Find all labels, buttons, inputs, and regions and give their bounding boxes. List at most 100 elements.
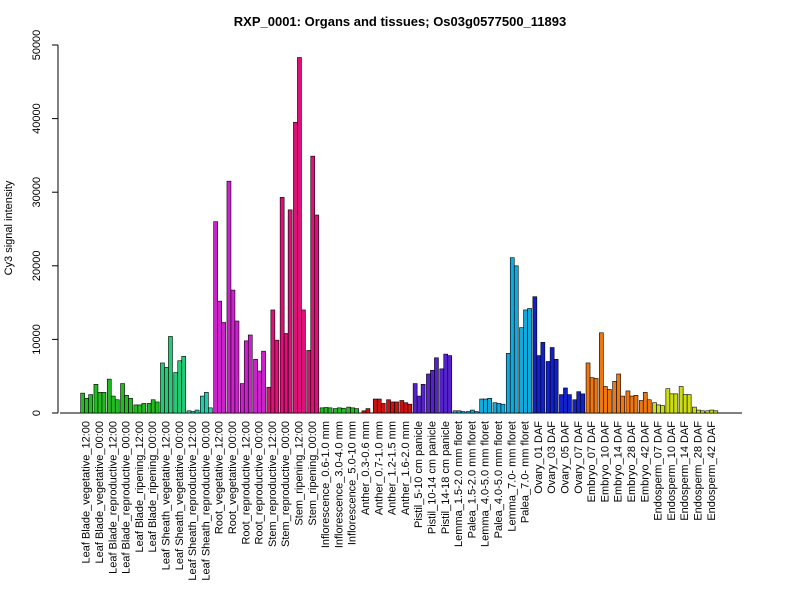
bar bbox=[283, 333, 289, 414]
bar bbox=[447, 355, 453, 414]
x-tick-label: Embryo_14 DAF bbox=[613, 421, 625, 503]
x-tick-label: Ovary_01 DAF bbox=[533, 421, 545, 494]
bar bbox=[705, 410, 711, 414]
x-tick-label: Leaf Blade_ripening_12:00 bbox=[134, 421, 146, 553]
bar bbox=[208, 407, 213, 414]
bar bbox=[612, 381, 617, 414]
x-tick-label: Lemma_1.5-2.0 mm floret bbox=[453, 421, 465, 547]
bar bbox=[128, 397, 133, 414]
bar bbox=[669, 393, 675, 414]
x-tick-label: Embryo_10 DAF bbox=[599, 421, 611, 503]
bar bbox=[509, 257, 515, 414]
bar bbox=[186, 410, 192, 414]
x-tick-label: Pistil_14-18 cm panicle bbox=[440, 421, 452, 534]
bar bbox=[642, 392, 648, 414]
bar bbox=[337, 407, 342, 414]
y-tick-label: 50000 bbox=[31, 30, 43, 61]
bar bbox=[474, 411, 479, 414]
x-tick-label: Pistil_10-14 cm panicle bbox=[426, 421, 438, 534]
y-tick-label: 20000 bbox=[31, 251, 43, 282]
bar bbox=[146, 403, 152, 414]
bar bbox=[279, 197, 285, 414]
bar bbox=[164, 367, 169, 414]
bar bbox=[403, 402, 409, 414]
x-tick-label: Root_reproductive_00:00 bbox=[254, 421, 266, 545]
bar bbox=[88, 394, 93, 414]
bar bbox=[380, 403, 386, 414]
x-tick-label: Endosperm_14 DAF bbox=[679, 421, 691, 521]
x-tick-label: Endosperm_28 DAF bbox=[692, 421, 704, 521]
y-axis-ticks: 0 10000 20000 30000 40000 50000 bbox=[31, 30, 58, 416]
bar bbox=[527, 308, 532, 414]
x-tick-label: Root_vegetative_12:00 bbox=[214, 421, 226, 534]
bar bbox=[341, 407, 346, 414]
bar bbox=[270, 309, 276, 414]
x-tick-label: Palea_7.0- mm floret bbox=[520, 421, 532, 523]
bar bbox=[124, 395, 129, 414]
bar bbox=[692, 406, 697, 414]
x-tick-label: Anther_1.2-1.5 mm bbox=[387, 421, 399, 515]
bar bbox=[466, 411, 471, 414]
bar bbox=[333, 408, 338, 414]
bar bbox=[513, 265, 519, 414]
bar bbox=[412, 383, 418, 414]
bar bbox=[110, 395, 116, 414]
bar bbox=[496, 403, 502, 414]
bar bbox=[346, 406, 351, 414]
bar bbox=[519, 327, 524, 414]
bar bbox=[137, 404, 143, 414]
bar bbox=[585, 362, 591, 414]
bar bbox=[483, 398, 488, 414]
bar bbox=[376, 398, 382, 414]
bar bbox=[479, 398, 484, 414]
x-tick-label: Lemma_7.0- mm floret bbox=[506, 421, 518, 532]
bar bbox=[487, 397, 492, 414]
bar bbox=[365, 408, 371, 414]
bar bbox=[323, 407, 329, 414]
bar bbox=[200, 395, 205, 414]
bar bbox=[217, 300, 222, 414]
bar bbox=[293, 121, 298, 414]
bar bbox=[523, 309, 528, 414]
y-tick-label: 30000 bbox=[31, 177, 43, 208]
bar bbox=[361, 410, 367, 414]
x-tick-label: Leaf Blade_vegetative_00:00 bbox=[94, 421, 106, 564]
x-tick-label: Lemma_4.0-5.0 mm floret bbox=[480, 421, 492, 547]
bar bbox=[593, 378, 599, 414]
x-tick-label: Leaf Blade_reproductive_12:00 bbox=[107, 421, 119, 574]
x-tick-label: Anther_0.7-1.0 mm bbox=[373, 421, 385, 515]
bar bbox=[470, 409, 475, 414]
bar bbox=[443, 353, 449, 414]
y-tick-label: 40000 bbox=[31, 103, 43, 134]
bar bbox=[563, 387, 568, 414]
y-tick-label: 0 bbox=[31, 410, 43, 416]
bar bbox=[327, 407, 333, 414]
bar bbox=[589, 377, 595, 414]
bar bbox=[567, 394, 572, 414]
bar bbox=[549, 347, 555, 414]
bar bbox=[114, 399, 120, 414]
bar bbox=[603, 386, 608, 414]
bar bbox=[120, 383, 125, 414]
bar bbox=[213, 221, 218, 414]
bar bbox=[314, 214, 320, 414]
bar bbox=[580, 393, 586, 414]
bar bbox=[553, 358, 559, 414]
bar bbox=[274, 339, 280, 414]
bar bbox=[673, 393, 679, 414]
bar bbox=[301, 309, 306, 414]
bar bbox=[80, 392, 85, 414]
bar bbox=[177, 360, 183, 414]
bar bbox=[686, 394, 692, 414]
bar bbox=[243, 340, 249, 414]
x-tick-label: Leaf Sheath_reproductive_12:00 bbox=[187, 421, 199, 581]
x-tick-label: Stem_ripening_12:00 bbox=[293, 421, 305, 526]
x-tick-label: Anther_0.3-0.6 mm bbox=[360, 421, 372, 515]
x-tick-label: Root_reproductive_12:00 bbox=[240, 421, 252, 545]
y-tick-label: 10000 bbox=[31, 324, 43, 355]
bar bbox=[266, 386, 272, 414]
bar bbox=[253, 358, 258, 414]
bar bbox=[559, 394, 564, 414]
x-tick-label: Ovary_05 DAF bbox=[559, 421, 571, 494]
